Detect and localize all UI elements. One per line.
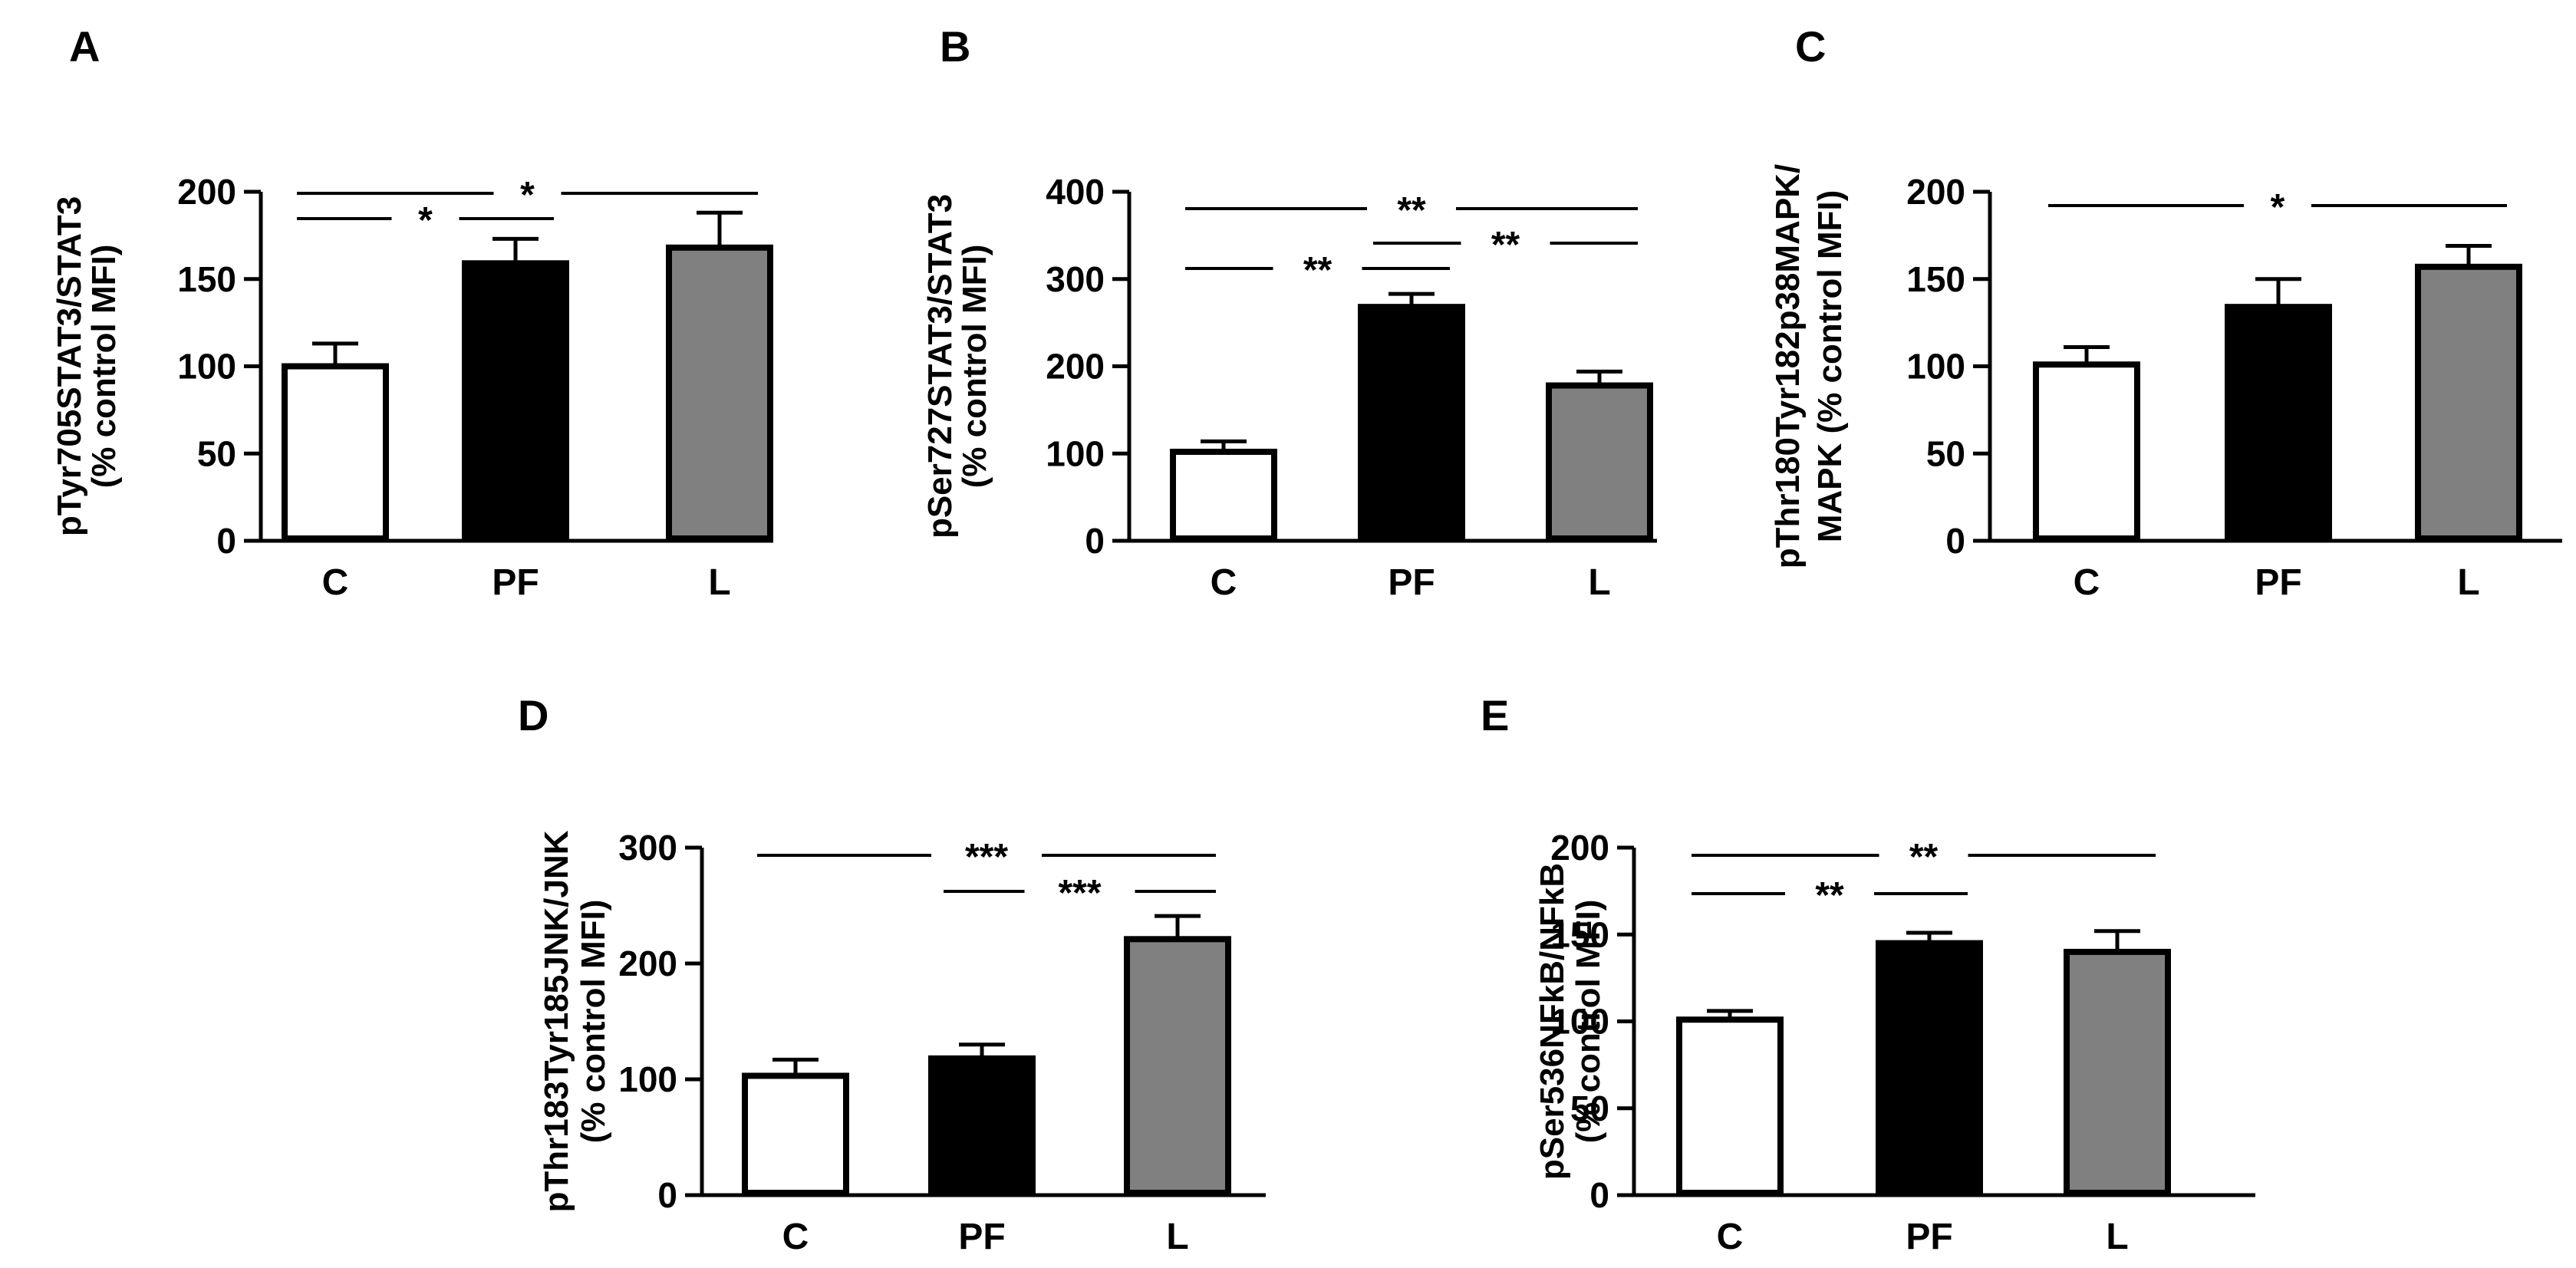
y-axis-label-line: (% control MFI)	[1570, 900, 1607, 1144]
y-axis-label-line: (% control MFI)	[575, 900, 612, 1144]
x-tick-label: L	[2106, 1217, 2128, 1257]
y-tick-label: 200	[177, 172, 236, 212]
x-tick-label: PF	[958, 1217, 1005, 1257]
bar-c	[1170, 448, 1277, 542]
y-axis-label-line: (% control MFI)	[85, 245, 123, 489]
y-tick-label: 100	[1550, 1002, 1609, 1042]
y-axis-label-line: pThr180Tyr182p38MAPK/	[1769, 164, 1807, 568]
panel-label: A	[69, 22, 100, 71]
bar-c	[742, 1072, 849, 1196]
bar-l	[2415, 263, 2522, 542]
bar-pf	[2225, 304, 2332, 542]
significance-label: *	[520, 175, 535, 216]
significance-label: **	[1303, 250, 1332, 291]
y-tick-label: 400	[1046, 172, 1105, 212]
y-axis-label-line: pSer727STAT3/STAT3	[921, 194, 959, 538]
bar-pf	[1876, 940, 1983, 1196]
y-tick-label: 100	[1046, 433, 1105, 473]
bar-l	[1124, 936, 1231, 1197]
y-tick-label: 300	[1046, 259, 1105, 299]
x-tick-label: C	[2074, 562, 2100, 603]
significance-label: **	[1909, 837, 1939, 878]
x-tick-label: L	[2457, 562, 2479, 603]
panel-label: C	[1795, 22, 1826, 71]
y-tick-label: 100	[177, 347, 236, 387]
y-tick-label: 0	[657, 1175, 677, 1215]
significance-label: **	[1491, 225, 1520, 265]
bar-l	[1546, 382, 1653, 542]
x-tick-label: PF	[2255, 562, 2301, 603]
bar-l	[666, 244, 773, 542]
significance-label: *	[418, 200, 433, 241]
y-axis-label-line: (% control MFI)	[956, 245, 993, 489]
x-tick-label: L	[708, 562, 730, 603]
x-tick-label: PF	[1388, 562, 1435, 603]
panel-label: E	[1481, 691, 1509, 739]
x-tick-label: C	[1211, 562, 1237, 603]
x-tick-label: PF	[1906, 1217, 1952, 1257]
y-axis-label-line: MAPK (% control MFI)	[1811, 190, 1849, 543]
bar-l	[2064, 948, 2171, 1197]
x-tick-label: C	[782, 1217, 809, 1257]
y-tick-label: 50	[1570, 1089, 1609, 1128]
x-tick-label: PF	[492, 562, 539, 603]
y-tick-label: 0	[1085, 521, 1105, 561]
y-axis-label-line: pTyr705STAT3/STAT3	[51, 196, 88, 536]
y-tick-label: 0	[216, 521, 236, 561]
x-tick-label: L	[1588, 562, 1610, 603]
y-tick-label: 200	[618, 944, 677, 983]
y-tick-label: 100	[1906, 347, 1965, 387]
x-tick-label: C	[322, 562, 349, 603]
y-axis-label-line: pThr183Tyr185JNK/JNK	[538, 830, 575, 1212]
y-tick-label: 150	[1906, 259, 1965, 299]
panel-label: D	[518, 691, 548, 739]
bar-pf	[928, 1055, 1036, 1196]
bar-pf	[1358, 304, 1465, 542]
x-tick-label: C	[1717, 1217, 1744, 1257]
y-tick-label: 150	[1550, 914, 1609, 954]
significance-label: *	[2271, 187, 2285, 228]
y-tick-label: 100	[618, 1059, 677, 1099]
y-tick-label: 50	[197, 433, 236, 473]
panel-label: B	[940, 22, 970, 71]
significance-label: ***	[965, 837, 1008, 878]
y-tick-label: 150	[177, 259, 236, 299]
bar-pf	[462, 260, 569, 542]
bar-c	[1676, 1016, 1784, 1196]
y-tick-label: 300	[618, 828, 677, 868]
bar-c	[2033, 361, 2140, 542]
y-tick-label: 200	[1906, 172, 1965, 212]
bar-c	[282, 363, 389, 542]
significance-label: **	[1397, 190, 1426, 231]
significance-label: ***	[1058, 873, 1101, 914]
y-tick-label: 200	[1550, 828, 1609, 868]
y-tick-label: 0	[1945, 521, 1965, 561]
y-tick-label: 50	[1926, 433, 1965, 473]
significance-label: **	[1815, 875, 1844, 916]
x-tick-label: L	[1166, 1217, 1188, 1257]
y-tick-label: 0	[1589, 1175, 1609, 1215]
y-tick-label: 200	[1046, 347, 1105, 387]
y-axis-label-line: pSer536NFkB/NFkB	[1533, 863, 1571, 1180]
